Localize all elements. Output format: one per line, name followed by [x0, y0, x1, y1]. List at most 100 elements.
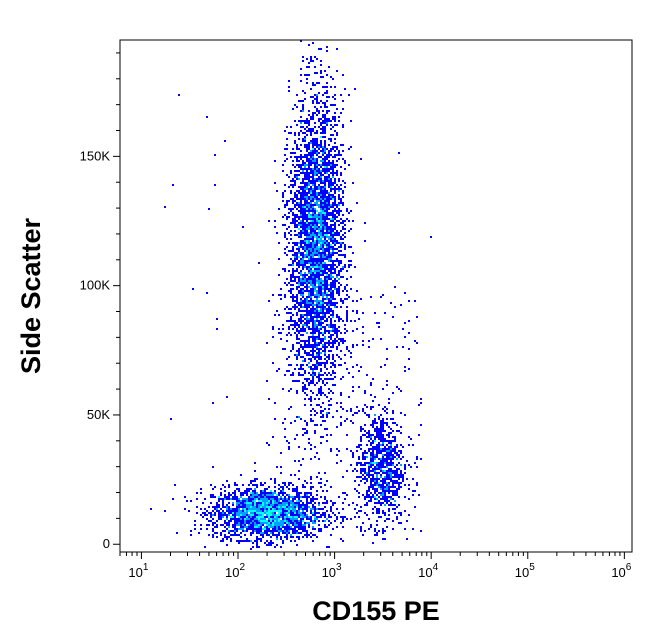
event-dot	[314, 372, 316, 374]
event-dot	[328, 340, 330, 342]
event-dot	[332, 228, 334, 230]
event-dot	[308, 312, 310, 314]
event-dot	[264, 542, 266, 544]
event-dot	[326, 510, 328, 512]
event-dot	[320, 386, 322, 388]
event-dot	[342, 180, 344, 182]
event-dot	[302, 190, 304, 192]
event-dot	[372, 422, 374, 424]
event-dot	[322, 326, 324, 328]
event-dot	[306, 304, 308, 306]
event-dot	[330, 508, 332, 510]
event-dot	[332, 378, 334, 380]
event-dot	[324, 120, 326, 122]
event-dot	[264, 510, 266, 512]
event-dot	[304, 358, 306, 360]
event-dot	[334, 210, 336, 212]
event-dot	[346, 346, 348, 348]
event-dot	[336, 448, 338, 450]
event-dot	[300, 260, 302, 262]
event-dot	[382, 496, 384, 498]
event-dot	[316, 262, 318, 264]
event-dot	[384, 478, 386, 480]
event-dot	[312, 352, 314, 354]
event-dot	[328, 218, 330, 220]
event-dot	[382, 458, 384, 460]
event-dot	[294, 516, 296, 518]
event-dot	[274, 500, 276, 502]
event-dot	[328, 174, 330, 176]
event-dot	[286, 334, 288, 336]
event-dot	[272, 516, 274, 518]
event-dot	[254, 518, 256, 520]
event-dot	[316, 364, 318, 366]
event-dot	[316, 192, 318, 194]
event-dot	[376, 476, 378, 478]
event-dot	[324, 336, 326, 338]
event-dot	[234, 532, 236, 534]
event-dot	[280, 530, 282, 532]
event-dot	[248, 508, 250, 510]
event-dot	[320, 530, 322, 532]
event-dot	[326, 276, 328, 278]
event-dot	[338, 210, 340, 212]
event-dot	[314, 270, 316, 272]
event-dot	[336, 242, 338, 244]
event-dot	[230, 498, 232, 500]
event-dot	[304, 492, 306, 494]
event-dot	[252, 528, 254, 530]
event-dot	[322, 174, 324, 176]
event-dot	[266, 534, 268, 536]
event-dot	[334, 180, 336, 182]
event-dot	[240, 494, 242, 496]
event-dot	[226, 518, 228, 520]
event-dot	[258, 530, 260, 532]
event-dot	[310, 346, 312, 348]
event-dot	[314, 324, 316, 326]
event-dot	[254, 512, 256, 514]
event-dot	[358, 370, 360, 372]
event-dot	[310, 294, 312, 296]
event-dot	[320, 270, 322, 272]
event-dot	[232, 516, 234, 518]
event-dot	[192, 288, 194, 290]
event-dot	[386, 440, 388, 442]
event-dot	[266, 508, 268, 510]
event-dot	[276, 534, 278, 536]
event-dot	[314, 138, 316, 140]
event-dot	[298, 260, 300, 262]
event-dot	[392, 430, 394, 432]
event-dot	[296, 504, 298, 506]
event-dot	[386, 478, 388, 480]
event-dot	[392, 436, 394, 438]
event-dot	[348, 372, 350, 374]
event-dot	[326, 502, 328, 504]
event-dot	[310, 396, 312, 398]
event-dot	[290, 296, 292, 298]
event-dot	[236, 520, 238, 522]
event-dot	[248, 516, 250, 518]
event-dot	[310, 190, 312, 192]
event-dot	[322, 182, 324, 184]
event-dot	[306, 192, 308, 194]
event-dot	[366, 432, 368, 434]
event-dot	[364, 512, 366, 514]
event-dot	[390, 432, 392, 434]
event-dot	[386, 486, 388, 488]
event-dot	[304, 512, 306, 514]
event-dot	[238, 540, 240, 542]
event-dot	[328, 324, 330, 326]
event-dot	[292, 212, 294, 214]
event-dot	[402, 478, 404, 480]
event-dot	[378, 510, 380, 512]
event-dot	[324, 350, 326, 352]
event-dot	[340, 184, 342, 186]
event-dot	[332, 304, 334, 306]
event-dot	[336, 108, 338, 110]
event-dot	[290, 516, 292, 518]
event-dot	[342, 190, 344, 192]
event-dot	[406, 460, 408, 462]
event-dot	[328, 310, 330, 312]
event-dot	[314, 446, 316, 448]
event-dot	[316, 290, 318, 292]
